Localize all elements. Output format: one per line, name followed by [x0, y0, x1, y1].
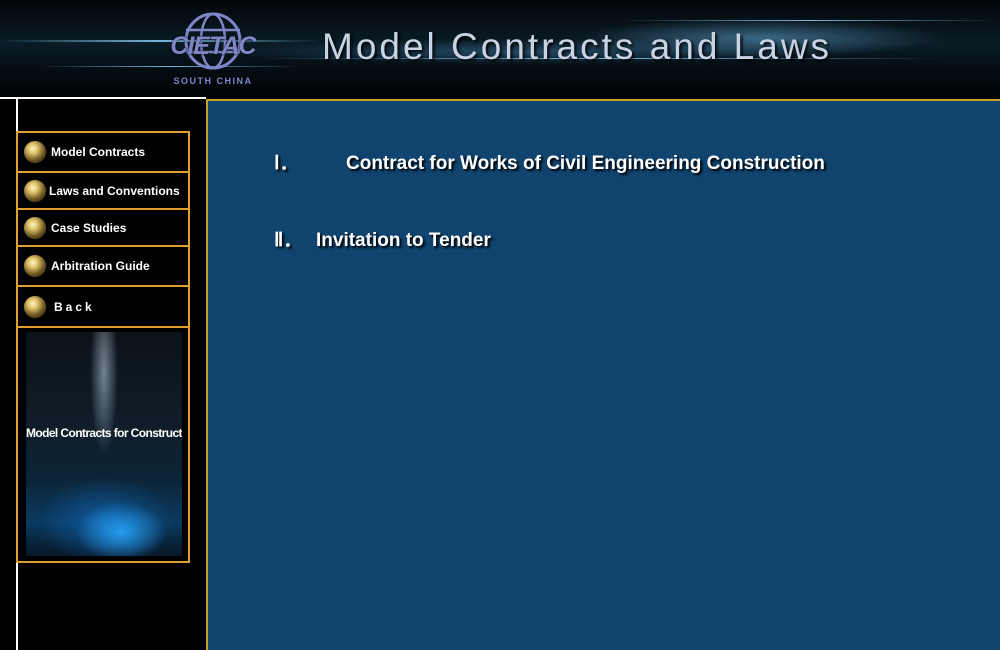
sidebar-item-laws-and-conventions[interactable]: Laws and Conventions — [16, 171, 190, 208]
sidebar-item-label: Case Studies — [51, 220, 127, 235]
sidebar-item-label: Laws and Conventions — [49, 183, 180, 198]
header-banner: CIETAC SOUTH CHINA Model Contracts and L… — [0, 0, 1000, 97]
logo-subtitle: SOUTH CHINA — [173, 76, 253, 86]
contract-link-civil-engineering[interactable]: Ⅰ． Contract for Works of Civil Engineerin… — [274, 148, 825, 175]
light-streak — [620, 20, 1000, 21]
item-number: Ⅱ． — [274, 230, 303, 251]
sidebar-item-label: Model Contracts — [51, 145, 146, 159]
promo-caption: Model Contracts for Construction — [26, 426, 182, 440]
main-content: Ⅰ． Contract for Works of Civil Engineerin… — [206, 99, 1000, 650]
orb-bullet-icon — [24, 179, 46, 202]
item-title: Contract for Works of Civil Engineering … — [346, 153, 825, 174]
page-title: Model Contracts and Laws — [322, 26, 833, 67]
item-title: Invitation to Tender — [316, 230, 491, 251]
promo-banner[interactable]: Model Contracts for Construction — [16, 326, 190, 563]
sidebar-nav: Model Contracts Laws and Conventions Cas… — [16, 131, 190, 563]
logo-wordmark: CIETAC — [170, 32, 256, 60]
light-streak — [250, 58, 950, 59]
light-streak — [40, 66, 300, 67]
orb-bullet-icon — [24, 141, 46, 163]
orb-bullet-icon — [24, 295, 46, 318]
sidebar-item-model-contracts[interactable]: Model Contracts — [16, 131, 190, 171]
sidebar-item-label: Arbitration Guide — [51, 259, 150, 273]
sidebar-item-label: Back — [54, 299, 95, 314]
sidebar-item-case-studies[interactable]: Case Studies — [16, 208, 190, 245]
light-streak — [0, 40, 320, 42]
sidebar-item-arbitration-guide[interactable]: Arbitration Guide — [16, 245, 190, 285]
sidebar-item-back[interactable]: Back — [16, 285, 190, 326]
item-number: Ⅰ． — [274, 153, 299, 174]
orb-bullet-icon — [24, 216, 46, 239]
globe-icon — [184, 12, 242, 70]
sidebar: Model Contracts Laws and Conventions Cas… — [0, 97, 206, 650]
contract-link-invitation-to-tender[interactable]: Ⅱ． Invitation to Tender — [274, 225, 491, 252]
cietac-logo[interactable]: CIETAC SOUTH CHINA — [168, 10, 258, 90]
orb-bullet-icon — [24, 255, 46, 277]
promo-image: Model Contracts for Construction — [26, 332, 182, 556]
